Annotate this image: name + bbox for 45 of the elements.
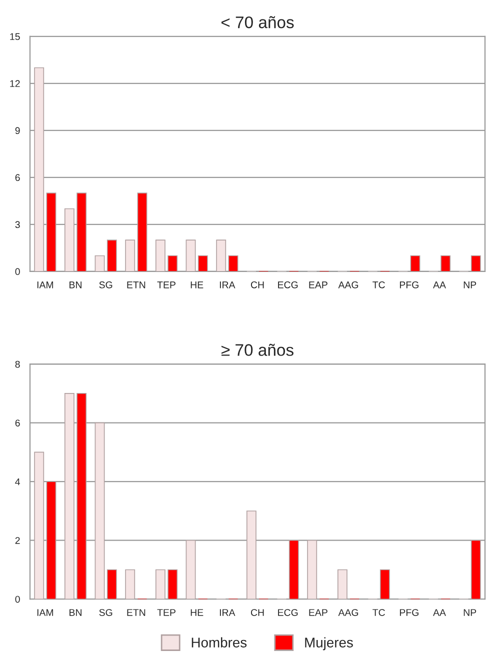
y-tick-label: 0 (15, 268, 20, 276)
x-tick-label: IAM (37, 609, 54, 616)
x-tick-label: EAP (309, 282, 328, 288)
x-tick-label: SG (99, 609, 112, 616)
x-tick-label: AAG (338, 609, 358, 616)
x-tick-label: TC (372, 609, 385, 616)
x-tick-label: AA (433, 609, 446, 616)
x-tick-label: HE (190, 609, 204, 616)
y-tick-label: 15 (10, 33, 20, 40)
x-tick-label: EAP (309, 609, 328, 616)
y-tick-label: 0 (15, 596, 20, 603)
legend-label: Mujeres (305, 637, 353, 650)
x-tick-label: NP (464, 282, 476, 288)
x-tick-label: HE (190, 282, 204, 288)
x-tick-label: ETN (127, 282, 146, 288)
y-tick-label: 12 (10, 80, 20, 87)
x-tick-label: CH (250, 281, 264, 288)
x-tick-label: TEP (157, 282, 176, 288)
y-tick-label: 3 (15, 221, 20, 228)
y-tick-label: 6 (15, 420, 20, 426)
x-tick-label: PFG (400, 609, 418, 616)
x-tick-label: ETN (127, 609, 146, 616)
x-tick-label: PFG (400, 281, 418, 288)
x-tick-label: ECG (278, 609, 298, 616)
x-tick-label: TC (372, 281, 385, 288)
legend-label: Hombres (192, 637, 247, 648)
y-tick-label: 6 (15, 174, 20, 182)
x-tick-label: ECG (278, 281, 298, 288)
x-tick-label: IRA (220, 609, 236, 616)
x-tick-label: AA (433, 282, 446, 288)
x-tick-label: NP (464, 609, 476, 616)
x-tick-label: CH (250, 609, 264, 616)
x-tick-label: BN (70, 282, 82, 288)
chart-title: ≥ 70 años (221, 344, 294, 356)
chart-title: < 70 años (221, 16, 294, 28)
y-tick-label: 4 (15, 478, 20, 486)
x-tick-label: TEP (157, 609, 176, 616)
x-tick-label: BN (70, 609, 82, 616)
y-tick-label: 9 (15, 127, 20, 134)
y-tick-label: 2 (15, 537, 20, 544)
x-tick-label: SG (99, 281, 112, 288)
x-tick-label: IAM (37, 282, 54, 288)
y-tick-label: 8 (15, 360, 20, 368)
x-tick-label: IRA (220, 282, 236, 288)
x-tick-label: AAG (338, 281, 358, 288)
